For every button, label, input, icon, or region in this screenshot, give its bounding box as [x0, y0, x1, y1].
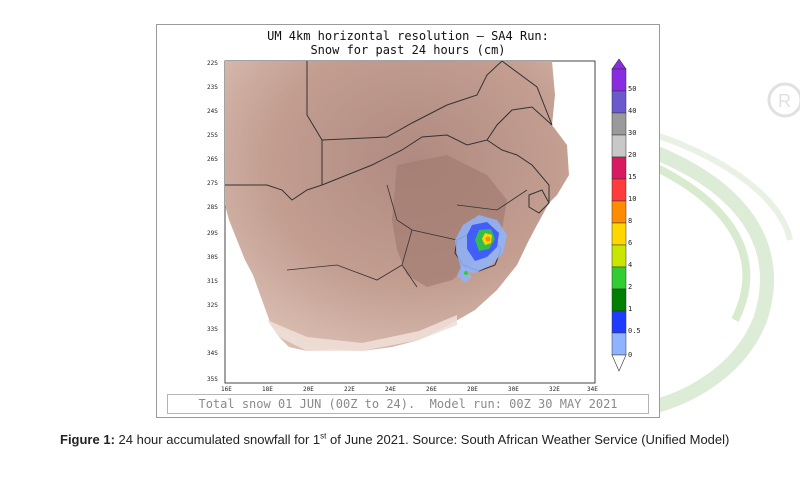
- lat-label: 28S: [207, 204, 218, 211]
- colorbar-label: 50: [628, 85, 636, 93]
- colorbar-bin: [611, 200, 627, 224]
- lon-label: 24E: [385, 386, 396, 393]
- colorbar-bin: [611, 266, 627, 290]
- colorbar-bin: [611, 222, 627, 246]
- colorbar-label: 4: [628, 261, 632, 269]
- snowfall-area: [455, 215, 507, 283]
- colorbar: 50 40 30 20 15 10 8 6 4 2 1 0.5 0: [611, 58, 641, 372]
- map-title-line-1: UM 4km horizontal resolution – SA4 Run:: [267, 29, 549, 43]
- colorbar-label: 30: [628, 129, 636, 137]
- lon-label: 16E: [221, 386, 232, 393]
- colorbar-top-arrow: [611, 58, 627, 70]
- colorbar-bottom-arrow: [611, 354, 627, 372]
- map-title: UM 4km horizontal resolution – SA4 Run: …: [157, 29, 659, 57]
- figure-caption-text: 24 hour accumulated snowfall for 1: [114, 432, 321, 447]
- lon-label: 20E: [303, 386, 314, 393]
- lat-label: 30S: [207, 254, 218, 261]
- colorbar-bin: [611, 288, 627, 312]
- model-run-caption: Total snow 01 JUN (00Z to 24). Model run…: [167, 394, 649, 414]
- snowfall-map: 22S 23S 24S 25S 26S 27S 28S 29S 30S 31S …: [207, 58, 641, 393]
- lon-label: 28E: [467, 386, 478, 393]
- colorbar-label: 8: [628, 217, 632, 225]
- lat-label: 34S: [207, 350, 218, 357]
- colorbar-label: 0: [628, 351, 632, 359]
- longitude-axis: 16E 18E 20E 22E 24E 26E 28E 30E 32E 34E: [221, 386, 598, 393]
- lat-label: 23S: [207, 84, 218, 91]
- lat-label: 22S: [207, 60, 218, 67]
- lat-label: 29S: [207, 230, 218, 237]
- colorbar-label: 20: [628, 151, 636, 159]
- colorbar-label: 6: [628, 239, 632, 247]
- svg-text:R: R: [778, 91, 791, 111]
- colorbar-bin: [611, 178, 627, 202]
- colorbar-label: 15: [628, 173, 636, 181]
- colorbar-label: 10: [628, 195, 636, 203]
- colorbar-label: 1: [628, 305, 632, 313]
- snowfall-map-figure: UM 4km horizontal resolution – SA4 Run: …: [156, 24, 660, 418]
- colorbar-bin: [611, 332, 627, 356]
- figure-caption-text-2: of June 2021. Source: South African Weat…: [326, 432, 730, 447]
- figure-label: Figure 1:: [60, 432, 115, 447]
- lat-label: 31S: [207, 278, 218, 285]
- lat-label: 27S: [207, 180, 218, 187]
- colorbar-label: 0.5: [628, 327, 641, 335]
- lon-label: 30E: [508, 386, 519, 393]
- lon-label: 18E: [262, 386, 273, 393]
- colorbar-label: 40: [628, 107, 636, 115]
- lon-label: 32E: [549, 386, 560, 393]
- lat-label: 33S: [207, 326, 218, 333]
- lat-label: 24S: [207, 108, 218, 115]
- colorbar-bin: [611, 68, 627, 92]
- colorbar-label: 2: [628, 283, 632, 291]
- colorbar-bin: [611, 90, 627, 114]
- colorbar-bin: [611, 156, 627, 180]
- lon-label: 26E: [426, 386, 437, 393]
- lat-label: 32S: [207, 302, 218, 309]
- coastal-lowlands: [267, 315, 457, 351]
- figure-caption-superscript: st: [320, 431, 327, 441]
- figure-caption: Figure 1: 24 hour accumulated snowfall f…: [60, 430, 750, 450]
- lat-label: 35S: [207, 376, 218, 383]
- lat-label: 26S: [207, 156, 218, 163]
- colorbar-bin: [611, 134, 627, 158]
- latitude-axis: 22S 23S 24S 25S 26S 27S 28S 29S 30S 31S …: [207, 60, 218, 383]
- colorbar-bin: [611, 310, 627, 334]
- lon-label: 22E: [344, 386, 355, 393]
- lon-label: 34E: [587, 386, 598, 393]
- colorbar-bin: [611, 112, 627, 136]
- lat-label: 25S: [207, 132, 218, 139]
- map-title-line-2: Snow for past 24 hours (cm): [310, 43, 506, 57]
- country-borders: [225, 60, 553, 288]
- colorbar-bin: [611, 244, 627, 268]
